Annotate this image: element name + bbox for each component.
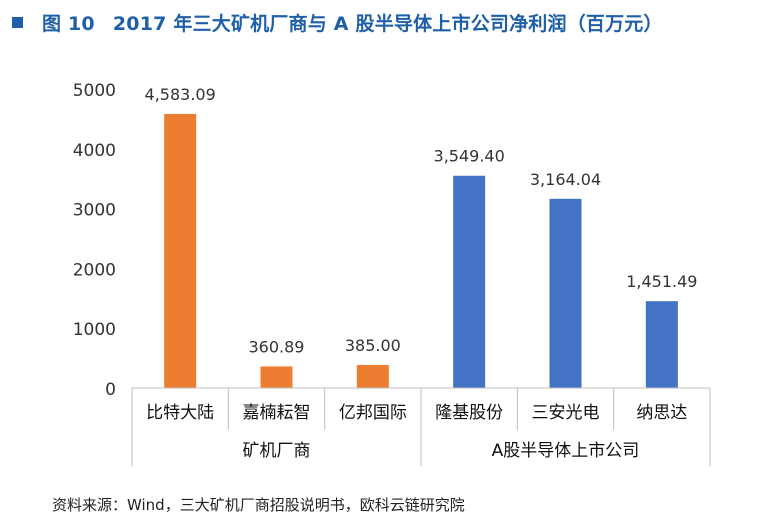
group-label: 矿机厂商 (243, 441, 311, 461)
x-tick-label: 三安光电 (532, 403, 600, 423)
group-label: A股半导体上市公司 (492, 441, 640, 461)
bar (164, 113, 197, 389)
data-label: 3,549.40 (434, 147, 505, 166)
data-label: 385.00 (345, 336, 401, 355)
source-note: 资料来源：Wind，三大矿机厂商招股说明书，欧科云链研究院 (52, 496, 465, 514)
y-tick-label: 3000 (73, 201, 116, 221)
data-label: 4,583.09 (145, 85, 216, 104)
figure-title: 图 10 2017 年三大矿机厂商与 A 股半导体上市公司净利润（百万元） (10, 7, 663, 37)
y-tick-label: 1000 (73, 320, 116, 340)
x-tick-label: 亿邦国际 (339, 403, 407, 423)
y-tick-label: 0 (105, 380, 116, 400)
y-tick-label: 5000 (73, 81, 116, 101)
data-label: 3,164.04 (530, 170, 601, 189)
bar (549, 198, 582, 388)
x-tick-label: 纳思达 (636, 403, 687, 423)
figure-label: 图 10 (42, 12, 95, 35)
data-label: 360.89 (249, 337, 305, 356)
bar (356, 364, 389, 388)
figure-title-text: 2017 年三大矿机厂商与 A 股半导体上市公司净利润（百万元） (112, 12, 663, 35)
bar (645, 301, 678, 388)
bar (453, 175, 486, 388)
x-tick-label: 隆基股份 (435, 403, 503, 423)
x-tick-label: 嘉楠耘智 (243, 403, 311, 423)
data-label: 1,451.49 (626, 272, 697, 291)
title-bullet-icon (12, 16, 23, 28)
x-tick-label: 比特大陆 (146, 403, 214, 423)
y-tick-label: 2000 (73, 260, 116, 280)
bar (260, 366, 293, 388)
y-tick-label: 4000 (73, 141, 116, 161)
